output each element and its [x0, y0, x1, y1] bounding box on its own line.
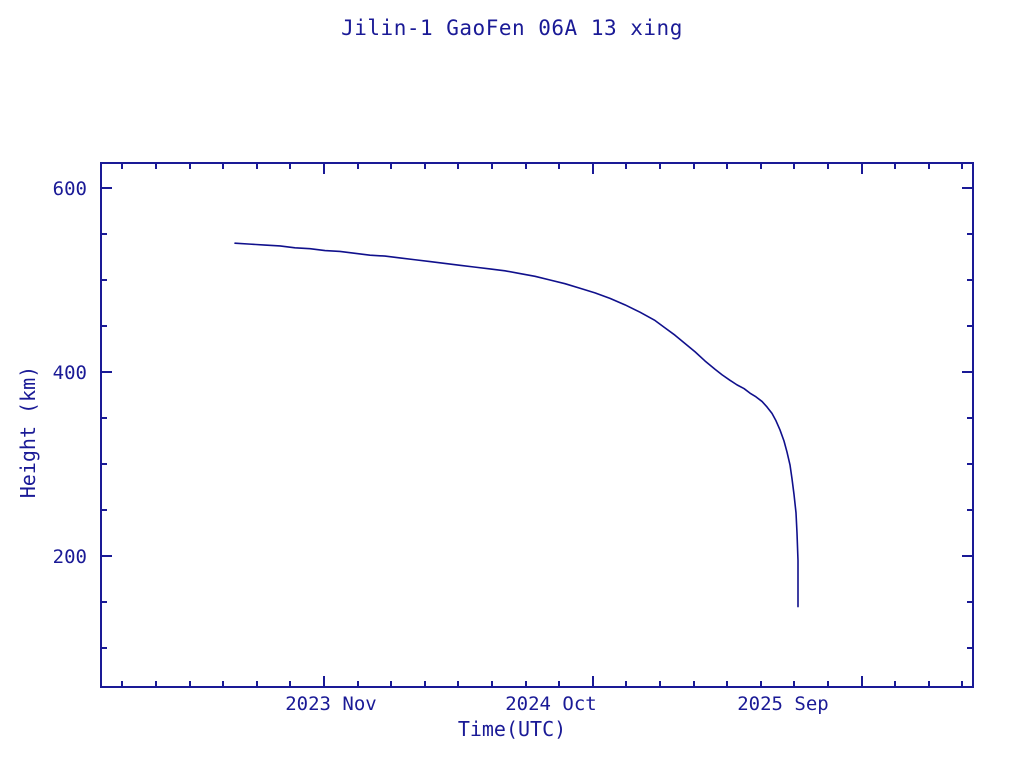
x-tick-label: 2023 Nov: [285, 693, 377, 715]
page-title: Jilin-1 GaoFen 06A 13 xing: [341, 16, 683, 40]
x-tick-label: 2025 Sep: [737, 693, 829, 715]
x-tick-label: 2024 Oct: [505, 693, 597, 715]
x-axis-title: Time(UTC): [457, 717, 567, 741]
y-tick-label: 200: [52, 546, 87, 568]
plot-frame: [100, 162, 974, 688]
height-decay-curve: [234, 242, 799, 608]
y-tick-label: 600: [52, 178, 87, 200]
axis-ticks: [101, 163, 973, 687]
y-tick-label: 400: [52, 362, 87, 384]
y-axis-title: Height (km): [16, 365, 40, 499]
